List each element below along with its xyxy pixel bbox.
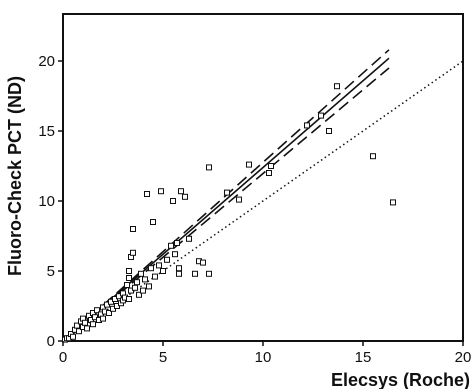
y-tick-label: 20 [38, 53, 55, 70]
data-point [160, 268, 166, 274]
y-axis-title: Fluoro-Check PCT (ND) [5, 76, 25, 276]
data-point [178, 188, 184, 195]
data-point [70, 333, 76, 340]
x-tick-label: 15 [355, 349, 372, 366]
data-point [84, 325, 90, 332]
data-point [334, 83, 340, 90]
data-point [140, 287, 146, 294]
data-point [136, 291, 142, 298]
data-point [126, 275, 132, 281]
data-point [100, 315, 106, 322]
data-point [138, 270, 144, 277]
data-point [124, 282, 130, 288]
data-point [318, 112, 324, 119]
x-tick-label: 0 [59, 349, 67, 366]
data-point [132, 284, 138, 291]
data-point [200, 259, 206, 266]
identity-line [62, 60, 464, 342]
data-point [192, 270, 198, 277]
data-point [130, 226, 136, 232]
data-point [186, 235, 192, 242]
data-point [94, 307, 100, 314]
data-point [148, 265, 154, 272]
data-point [370, 153, 376, 160]
data-point [126, 268, 132, 274]
data-point [268, 163, 274, 169]
x-tick-label: 20 [455, 349, 472, 366]
y-tick-label: 0 [47, 333, 55, 350]
data-point [90, 321, 96, 328]
data-point [142, 276, 148, 283]
data-point [164, 256, 170, 263]
data-point [126, 296, 132, 302]
x-tick-label: 5 [159, 349, 167, 366]
data-point [174, 240, 180, 246]
data-point [146, 283, 152, 290]
data-point [224, 189, 230, 196]
axis-ticks: 0 5 10 15 20 0 5 10 15 20 [38, 53, 471, 366]
data-point [172, 251, 178, 258]
data-point [176, 270, 182, 277]
data-point [236, 196, 242, 203]
data-point [152, 273, 158, 280]
data-point [206, 164, 212, 171]
data-point [326, 128, 332, 134]
data-point [170, 198, 176, 204]
data-point [390, 199, 396, 206]
x-axis-title: Elecsys (Roche) [331, 370, 470, 389]
data-point [106, 310, 112, 316]
data-point [82, 319, 88, 326]
data-point [266, 170, 272, 176]
data-point [176, 265, 182, 272]
data-point [182, 193, 188, 200]
data-point [206, 270, 212, 277]
data-point [150, 219, 156, 225]
regression-line [62, 57, 390, 342]
data-point [144, 191, 150, 197]
data-point [168, 242, 174, 249]
data-point [158, 188, 164, 195]
x-tick-label: 10 [255, 349, 272, 366]
y-tick-label: 15 [38, 123, 55, 140]
data-points [62, 83, 396, 343]
y-tick-label: 10 [38, 193, 55, 210]
data-point [130, 249, 136, 256]
y-tick-label: 5 [47, 263, 55, 280]
data-point [76, 328, 82, 335]
data-point [304, 122, 310, 129]
data-point [74, 322, 80, 329]
data-point [156, 262, 162, 269]
data-point [134, 279, 140, 286]
data-point [246, 161, 252, 168]
